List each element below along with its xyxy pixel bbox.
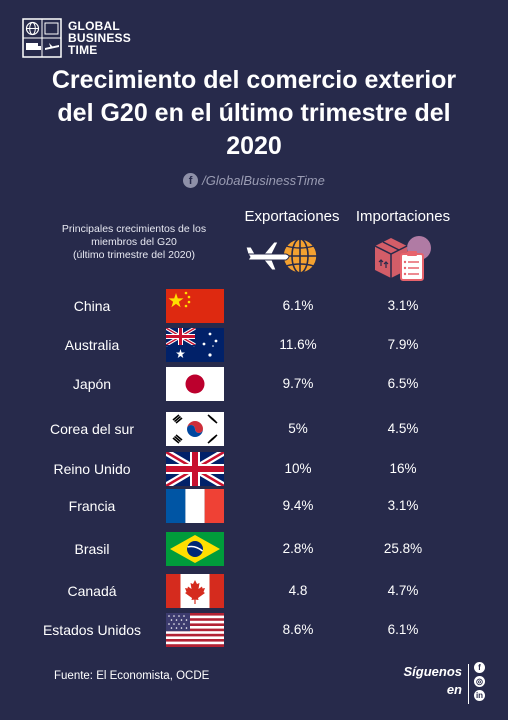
table-row-france: Francia 9.4% 3.1% bbox=[0, 488, 508, 524]
imports-value: 3.1% bbox=[387, 498, 419, 513]
follow-us: Síguenos en bbox=[403, 663, 462, 699]
exports-value: 10% bbox=[284, 461, 312, 476]
flag-china-icon bbox=[166, 289, 224, 323]
exports-value: 9.7% bbox=[282, 376, 314, 391]
brand-line-3: TIME bbox=[68, 43, 98, 57]
flag-brazil-icon bbox=[166, 532, 224, 566]
exports-value: 8.6% bbox=[282, 622, 314, 637]
plane-globe-icon bbox=[245, 232, 322, 285]
table-row-canada: Canadá 4.8 4.7% bbox=[0, 573, 508, 609]
country-name: Francia bbox=[68, 498, 116, 514]
logo-mark-icon bbox=[22, 18, 62, 58]
flag-united-states-icon bbox=[166, 613, 224, 647]
country-name: Reino Unido bbox=[53, 461, 131, 477]
divider bbox=[468, 664, 469, 704]
title-line-1: Crecimiento del comercio exterior bbox=[51, 66, 457, 94]
country-name: China bbox=[73, 298, 111, 314]
brand-line-1: GLOBAL bbox=[68, 19, 120, 33]
imports-value: 6.1% bbox=[387, 622, 419, 637]
exports-value: 11.6% bbox=[279, 337, 317, 352]
flag-united-kingdom-icon bbox=[166, 452, 224, 486]
subtitle-line-3: (último trimestre del 2020) bbox=[73, 249, 195, 261]
flag-france-icon bbox=[166, 489, 224, 523]
imports-value: 6.5% bbox=[387, 376, 419, 391]
exports-value: 4.8 bbox=[288, 583, 308, 598]
flag-australia-icon bbox=[166, 328, 224, 362]
table-row-brazil: Brasil 2.8% 25.8% bbox=[0, 531, 508, 567]
box-clipboard-icon bbox=[371, 232, 437, 287]
page-title: Crecimiento del comercio exterior del G2… bbox=[0, 64, 508, 163]
country-name: Australia bbox=[64, 337, 120, 353]
column-header-imports: Importaciones bbox=[355, 208, 451, 225]
exports-value: 6.1% bbox=[282, 298, 314, 313]
social-handle-text: /GlobalBusinessTime bbox=[202, 173, 325, 188]
source-note: Fuente: El Economista, OCDE bbox=[54, 670, 210, 682]
imports-value: 25.8% bbox=[383, 541, 423, 556]
country-name: Japón bbox=[72, 376, 112, 392]
imports-value: 3.1% bbox=[387, 298, 419, 313]
social-icons: f ◎ in bbox=[474, 662, 486, 704]
imports-value: 4.7% bbox=[387, 583, 419, 598]
brand-logo: GLOBAL BUSINESS TIME bbox=[22, 18, 131, 58]
follow-line-1: Síguenos bbox=[403, 664, 462, 679]
exports-value: 2.8% bbox=[282, 541, 314, 556]
country-name: Corea del sur bbox=[49, 421, 135, 437]
imports-value: 16% bbox=[389, 461, 417, 476]
table-row-united-states: Estados Unidos 8.6% 6.1% bbox=[0, 612, 508, 648]
flag-canada-icon bbox=[166, 574, 224, 608]
table-row-japan: Japón 9.7% 6.5% bbox=[0, 366, 508, 402]
title-line-3: 2020 bbox=[226, 132, 282, 160]
brand-line-2: BUSINESS bbox=[68, 31, 131, 45]
title-line-2: del G20 en el último trimestre del bbox=[57, 99, 451, 127]
flag-japan-icon bbox=[166, 367, 224, 401]
subtitle-line-2: miembros del G20 bbox=[91, 236, 177, 248]
facebook-icon[interactable]: f bbox=[474, 662, 485, 673]
table-row-south-korea: Corea del sur 5% 4.5% bbox=[0, 411, 508, 447]
subtitle-line-1: Principales crecimientos de los bbox=[61, 223, 207, 235]
exports-value: 9.4% bbox=[282, 498, 314, 513]
country-name: Estados Unidos bbox=[42, 622, 142, 638]
table-row-australia: Australia 11.6% 7.9% bbox=[0, 327, 508, 363]
exports-value: 5% bbox=[288, 421, 308, 436]
country-name: Canadá bbox=[67, 583, 117, 599]
follow-line-2: en bbox=[446, 682, 462, 697]
social-handle: f /GlobalBusinessTime bbox=[0, 173, 508, 188]
table-row-united-kingdom: Reino Unido 10% 16% bbox=[0, 451, 508, 487]
imports-value: 7.9% bbox=[387, 337, 419, 352]
table-row-china: China 6.1% 3.1% bbox=[0, 288, 508, 324]
column-header-exports: Exportaciones bbox=[244, 208, 340, 225]
instagram-icon[interactable]: ◎ bbox=[474, 676, 485, 687]
imports-value: 4.5% bbox=[387, 421, 419, 436]
facebook-icon: f bbox=[183, 173, 199, 188]
brand-name: GLOBAL BUSINESS TIME bbox=[68, 20, 131, 56]
country-name: Brasil bbox=[74, 541, 110, 557]
linkedin-icon[interactable]: in bbox=[474, 690, 485, 701]
table-subtitle: Principales crecimientos de los miembros… bbox=[54, 223, 214, 262]
flag-south-korea-icon bbox=[166, 412, 224, 446]
